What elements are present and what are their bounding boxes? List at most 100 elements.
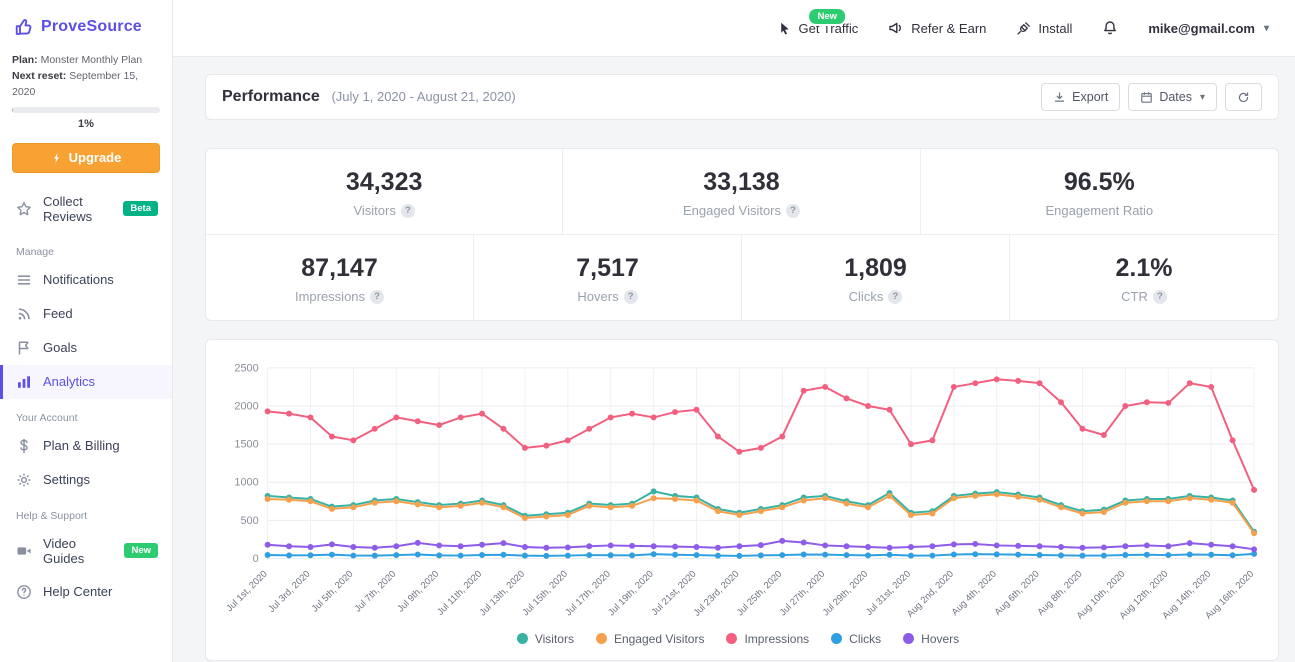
bell-icon [1104, 21, 1117, 35]
svg-text:1000: 1000 [234, 477, 258, 489]
stat-label: Engagement Ratio [1045, 203, 1154, 218]
bar-chart-icon [18, 375, 30, 388]
sidebar-item-settings[interactable]: Settings [0, 463, 172, 497]
stat-hovers: 7,517 Hovers? [474, 235, 742, 320]
dollar-icon [20, 438, 28, 453]
sidebar-item-goals[interactable]: Goals [0, 331, 172, 365]
rss-icon [18, 308, 30, 320]
svg-text:Jul 9th, 2020: Jul 9th, 2020 [395, 568, 441, 614]
stat-clicks: 1,809 Clicks? [742, 235, 1010, 320]
gear-icon [17, 473, 31, 487]
sidebar-item-label: Goals [43, 340, 77, 356]
refresh-button[interactable] [1225, 83, 1262, 111]
brand-logo[interactable]: ProveSource [0, 0, 172, 51]
video-camera-icon [17, 547, 31, 555]
sidebar-item-video-guides[interactable]: Video Guides New [0, 527, 172, 575]
help-icon[interactable]: ? [888, 289, 903, 304]
svg-text:0: 0 [253, 553, 259, 565]
section-your-account: Your Account [16, 411, 78, 424]
svg-text:Jul 23rd, 2020: Jul 23rd, 2020 [691, 568, 741, 618]
sidebar-item-analytics[interactable]: Analytics [0, 364, 172, 399]
legend-item[interactable]: Engaged Visitors [595, 631, 705, 646]
sidebar-item-help-center[interactable]: Help Center [0, 575, 172, 609]
section-manage: Manage [16, 245, 54, 258]
sidebar-item-notifications[interactable]: Notifications [0, 263, 172, 297]
stat-value: 7,517 [576, 254, 639, 282]
legend-item[interactable]: Hovers [903, 632, 959, 646]
stat-impressions: 87,147 Impressions? [206, 235, 474, 320]
sidebar-item-plan-billing[interactable]: Plan & Billing [0, 429, 172, 463]
help-icon[interactable]: ? [1152, 289, 1167, 304]
plan-value: Monster Monthly Plan [40, 54, 143, 66]
date-range-label: (July 1, 2020 - August 21, 2020) [331, 89, 516, 104]
svg-text:Jul 7th, 2020: Jul 7th, 2020 [352, 568, 398, 614]
help-icon[interactable]: ? [786, 203, 801, 218]
install-link[interactable]: Install [1016, 21, 1072, 36]
legend-label: Engaged Visitors [613, 631, 705, 646]
get-traffic-link[interactable]: New Get Traffic [777, 6, 858, 36]
legend-item[interactable]: Visitors [516, 631, 574, 646]
plan-line: Plan: Monster Monthly Plan [12, 53, 160, 69]
notifications-bell-button[interactable] [1102, 20, 1118, 36]
stat-engagement-ratio: 96.5% Engagement Ratio [921, 149, 1278, 234]
performance-title-group: Performance (July 1, 2020 - August 21, 2… [222, 88, 516, 106]
topbar: New Get Traffic Refer & Earn Install mik… [173, 0, 1295, 57]
beta-badge: Beta [123, 201, 158, 217]
new-badge: New [124, 543, 158, 559]
stat-label: Impressions [294, 289, 366, 304]
plan-info: Plan: Monster Monthly Plan Next reset: S… [0, 51, 172, 133]
cursor-icon [780, 22, 789, 35]
thumbs-up-icon [15, 19, 32, 35]
stat-label: Hovers [577, 289, 619, 304]
main-area: New Get Traffic Refer & Earn Install mik… [173, 0, 1295, 662]
megaphone-icon [889, 22, 902, 34]
reset-value: September 15, 2020 [12, 69, 139, 98]
sidebar-item-label: Analytics [43, 374, 96, 390]
svg-text:2000: 2000 [234, 400, 258, 412]
svg-text:Jul 5th, 2020: Jul 5th, 2020 [309, 568, 355, 614]
help-icon[interactable]: ? [400, 203, 415, 218]
stat-ctr: 2.1% CTR? [1010, 235, 1278, 320]
help-icon[interactable]: ? [370, 289, 385, 304]
sidebar-item-label: Video Guides [43, 535, 85, 566]
svg-text:Jul 3rd, 2020: Jul 3rd, 2020 [266, 568, 312, 614]
list-icon [17, 275, 31, 285]
upgrade-button[interactable]: Upgrade [12, 142, 160, 173]
account-menu[interactable]: mike@gmail.com ▾ [1148, 21, 1269, 36]
stat-value: 96.5% [1063, 168, 1135, 196]
export-label: Export [1072, 90, 1109, 104]
stat-label: Engaged Visitors [682, 203, 782, 218]
help-icon[interactable]: ? [623, 289, 638, 304]
content: Performance (July 1, 2020 - August 21, 2… [173, 57, 1295, 661]
stat-value: 2.1% [1115, 254, 1173, 282]
refer-earn-link[interactable]: Refer & Earn [888, 20, 986, 36]
section-help-support: Help & Support [16, 509, 88, 522]
lightning-icon [53, 152, 59, 163]
download-icon [1055, 91, 1065, 102]
dates-button[interactable]: Dates ▾ [1128, 83, 1217, 111]
svg-text:Jul 29th, 2020: Jul 29th, 2020 [820, 568, 870, 618]
reset-label: Next reset: [12, 69, 67, 82]
new-badge: New [807, 6, 848, 26]
export-button[interactable]: Export [1041, 83, 1121, 111]
legend-dot [903, 633, 915, 645]
stat-value: 34,323 [345, 168, 423, 196]
sidebar-item-label: Feed [43, 306, 73, 322]
brand-name: ProveSource [41, 18, 142, 35]
svg-text:Aug 6th, 2020: Aug 6th, 2020 [992, 568, 1041, 617]
legend-label: Clicks [849, 631, 882, 646]
legend-dot [726, 633, 738, 645]
legend-item[interactable]: Impressions [726, 632, 809, 646]
sidebar-item-label: Notifications [43, 272, 114, 288]
stat-label: Visitors [353, 203, 396, 218]
sidebar-item-collect-reviews[interactable]: Collect Reviews Beta [0, 185, 172, 233]
stat-label: Clicks [848, 289, 884, 304]
star-icon [17, 201, 31, 216]
chevron-down-icon: ▾ [1263, 22, 1269, 34]
sidebar-item-feed[interactable]: Feed [0, 297, 172, 331]
legend-label: Visitors [534, 631, 574, 646]
sidebar-item-label: Help Center [43, 584, 113, 600]
legend-item[interactable]: Clicks [831, 632, 881, 646]
plan-progress-bar [12, 107, 160, 114]
